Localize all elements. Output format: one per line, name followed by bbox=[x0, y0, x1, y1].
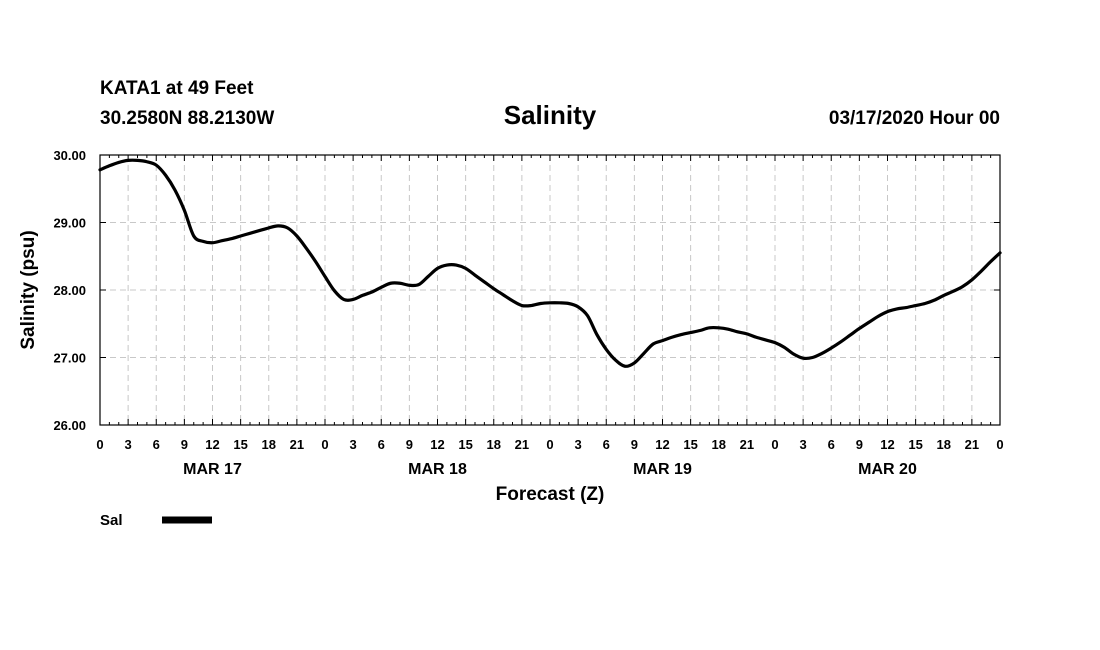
x-tick-label: 18 bbox=[487, 437, 501, 452]
day-label: MAR 18 bbox=[408, 461, 467, 478]
x-tick-label: 21 bbox=[965, 437, 979, 452]
day-labels: MAR 17 MAR 18 MAR 19 MAR 20 bbox=[183, 461, 917, 478]
y-tick-label: 26.00 bbox=[53, 418, 86, 433]
x-tick-label: 12 bbox=[880, 437, 894, 452]
x-tick-label: 15 bbox=[683, 437, 697, 452]
x-tick-label: 3 bbox=[800, 437, 807, 452]
day-label: MAR 20 bbox=[858, 461, 917, 478]
x-tick-label: 18 bbox=[712, 437, 726, 452]
x-tick-label: 0 bbox=[771, 437, 778, 452]
chart-title: Salinity bbox=[504, 100, 597, 130]
x-tick-label: 15 bbox=[908, 437, 922, 452]
y-axis-title: Salinity (psu) bbox=[18, 230, 39, 349]
x-tick-label: 9 bbox=[856, 437, 863, 452]
grid-lines bbox=[100, 155, 1000, 425]
x-tick-label: 18 bbox=[937, 437, 951, 452]
location-label: 30.2580N 88.2130W bbox=[100, 108, 274, 129]
legend: Sal bbox=[100, 512, 212, 529]
y-tick-label: 28.00 bbox=[53, 283, 86, 298]
x-tick-label: 9 bbox=[406, 437, 413, 452]
x-tick-label: 12 bbox=[205, 437, 219, 452]
plot-frame bbox=[99, 154, 1001, 426]
x-tick-label: 0 bbox=[546, 437, 553, 452]
y-tick-labels: 26.00 27.00 28.00 29.00 30.00 bbox=[53, 148, 86, 433]
x-tick-label: 12 bbox=[430, 437, 444, 452]
x-tick-label: 9 bbox=[181, 437, 188, 452]
x-tick-label: 3 bbox=[125, 437, 132, 452]
x-tick-label: 6 bbox=[153, 437, 160, 452]
x-axis-title: Forecast (Z) bbox=[496, 484, 605, 505]
x-tick-label: 12 bbox=[655, 437, 669, 452]
x-tick-label: 6 bbox=[378, 437, 385, 452]
run-time-label: 03/17/2020 Hour 00 bbox=[829, 108, 1000, 129]
x-tick-label: 15 bbox=[233, 437, 247, 452]
x-tick-label: 15 bbox=[458, 437, 472, 452]
x-tick-labels: 0 3 6 9 12 15 18 21 0 3 6 9 12 15 18 21 0 3 6 9 12 15 18 21 0 3 6 9… bbox=[96, 437, 1003, 452]
x-tick-label: 0 bbox=[96, 437, 103, 452]
x-tick-label: 18 bbox=[262, 437, 276, 452]
x-tick-label: 21 bbox=[515, 437, 529, 452]
x-tick-label: 9 bbox=[631, 437, 638, 452]
x-tick-label: 6 bbox=[603, 437, 610, 452]
series-line-sal bbox=[98, 158, 1002, 368]
y-tick-label: 27.00 bbox=[53, 351, 86, 366]
day-label: MAR 17 bbox=[183, 461, 242, 478]
legend-label-sal: Sal bbox=[100, 512, 123, 529]
x-tick-label: 3 bbox=[575, 437, 582, 452]
x-tick-label: 0 bbox=[321, 437, 328, 452]
x-tick-label: 21 bbox=[740, 437, 754, 452]
x-tick-label: 21 bbox=[290, 437, 304, 452]
station-label: KATA1 at 49 Feet bbox=[100, 78, 254, 99]
y-tick-label: 30.00 bbox=[53, 148, 86, 163]
y-tick-label: 29.00 bbox=[53, 216, 86, 231]
x-tick-label: 0 bbox=[996, 437, 1003, 452]
day-label: MAR 19 bbox=[633, 461, 692, 478]
x-tick-label: 3 bbox=[350, 437, 357, 452]
x-tick-label: 6 bbox=[828, 437, 835, 452]
